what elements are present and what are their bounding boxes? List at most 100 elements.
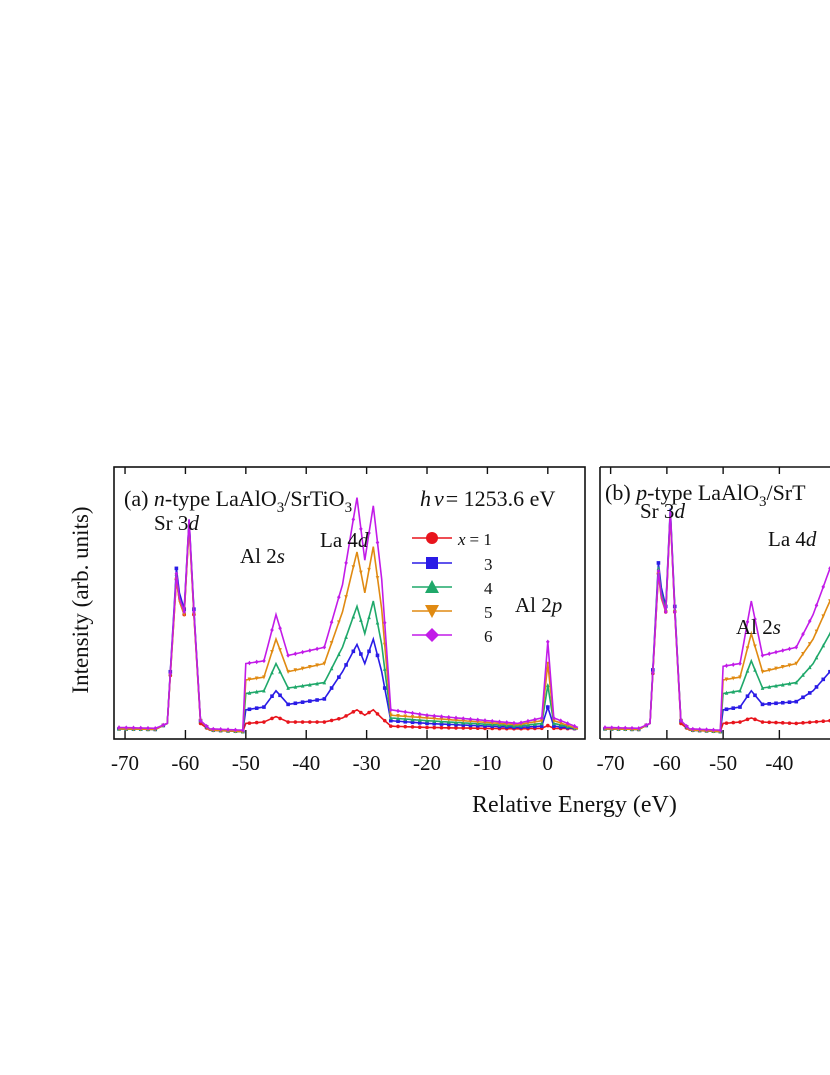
data-point [731,720,736,725]
data-point [254,659,259,665]
data-point [724,677,729,682]
panel-b-peak-label-la4d: La 4d [768,527,817,551]
data-point [787,663,792,668]
data-point [308,665,312,670]
data-point [512,720,516,726]
data-point [490,718,495,724]
data-point [663,609,668,615]
data-point [315,720,319,724]
peak-label-al2s: Al 2s [240,544,285,568]
data-point [572,723,577,729]
data-point [787,721,792,725]
data-point [278,669,282,674]
data-point [745,717,750,722]
data-point [351,614,356,619]
data-point [814,685,819,689]
data-point [359,617,363,622]
x-tick-label-a-3: -40 [292,751,320,775]
data-point [454,715,458,721]
data-point [254,706,259,710]
data-point [254,676,259,681]
x-tick-label-a-0: -70 [111,751,139,775]
data-point [794,644,799,650]
data-point [322,661,327,666]
x-tick-label-a-6: -10 [473,751,501,775]
data-point [322,697,327,701]
data-point [461,716,466,721]
data-point [780,682,785,687]
y-axis-title: Intensity (arb. units) [68,506,93,693]
data-point [807,642,812,647]
x-tick-label-a-1: -60 [171,751,199,775]
data-point [794,661,799,666]
data-point [828,669,830,674]
data-point [787,700,792,704]
data-point [787,681,792,686]
data-point [337,620,341,625]
data-point [801,721,805,725]
data-point [322,720,327,724]
data-point [351,710,356,714]
data-point [337,716,341,721]
data-point [552,715,556,721]
data-point [388,713,393,718]
data-point [396,724,400,729]
x-tick-label-a-2: -50 [232,751,260,775]
data-point [367,567,371,573]
data-point [446,717,451,722]
data-point [396,719,400,724]
data-point [270,694,274,698]
data-point [814,655,819,660]
data-point [724,707,729,712]
data-point [454,726,458,730]
data-point [623,725,628,731]
data-point [656,566,661,571]
data-point [337,652,341,657]
x-tick-label-b-3: -40 [765,751,793,775]
data-point [270,716,274,721]
data-point [807,665,812,670]
data-point [504,720,509,725]
data-point [745,668,750,673]
data-point [367,530,371,536]
data-point [684,723,689,729]
data-point [270,649,274,655]
data-point [403,716,408,721]
series-line-b-x6 [604,511,830,732]
data-point [410,720,415,725]
data-point [745,646,750,651]
data-point [182,609,187,615]
data-point [388,724,393,728]
data-point [546,683,550,688]
data-point [724,663,729,669]
data-point [417,711,422,717]
data-point [396,716,400,721]
data-point [533,717,537,722]
data-point [410,725,415,729]
data-point [801,651,805,657]
data-point [403,709,408,715]
data-point [367,649,371,654]
data-point [286,669,290,675]
data-point [603,725,607,730]
panel-a-title: (a) n-type LaAlO3/SrTiO3 [124,486,352,516]
data-point [278,693,282,698]
data-point [308,699,312,703]
legend-marker-square [426,557,438,569]
data-point [182,612,187,617]
data-point [753,693,757,698]
data-point [656,568,661,574]
data-point [546,723,550,728]
data-point [278,716,282,721]
data-point [417,721,422,725]
data-point [760,720,765,724]
data-point [254,720,259,725]
data-point [375,653,380,658]
data-point [704,727,709,732]
data-point [262,675,266,680]
data-point [724,721,729,725]
data-point [767,668,772,673]
data-point [410,717,415,722]
data-point [270,627,274,633]
data-point [609,725,614,730]
